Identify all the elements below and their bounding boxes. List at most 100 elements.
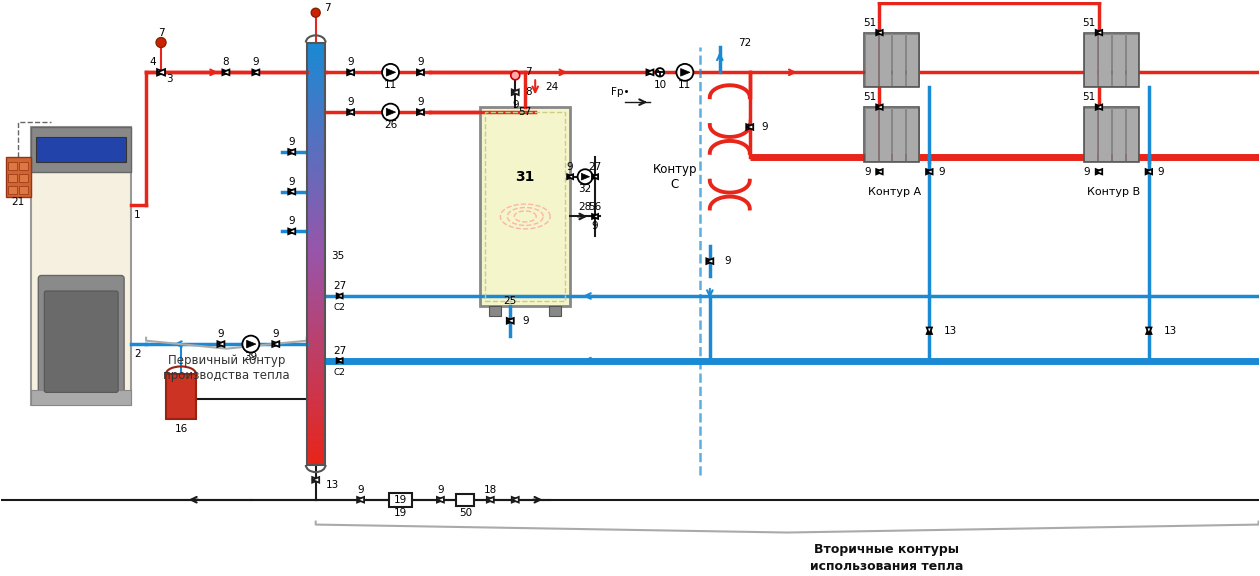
Text: 3: 3 [166, 74, 173, 84]
Polygon shape [346, 109, 354, 115]
Polygon shape [346, 70, 354, 75]
Polygon shape [289, 229, 295, 234]
Text: 8: 8 [223, 58, 229, 67]
Bar [9, 162, 18, 170]
Bar [388, 493, 412, 507]
Polygon shape [876, 30, 883, 35]
Text: 27: 27 [588, 162, 602, 172]
Text: 27: 27 [333, 346, 347, 355]
Polygon shape [507, 318, 514, 324]
FancyBboxPatch shape [44, 291, 118, 392]
Polygon shape [1147, 328, 1152, 334]
Polygon shape [346, 70, 354, 75]
Text: 19: 19 [394, 507, 407, 518]
Polygon shape [486, 497, 494, 502]
Circle shape [311, 8, 320, 17]
Text: 9: 9 [218, 329, 224, 339]
Bar [1111, 33, 1125, 86]
Polygon shape [252, 70, 260, 75]
Polygon shape [512, 89, 519, 95]
Text: 9: 9 [358, 485, 364, 495]
Polygon shape [289, 189, 295, 194]
Text: 13: 13 [944, 326, 958, 336]
Bar [864, 33, 920, 87]
Polygon shape [746, 124, 753, 130]
Text: C2: C2 [334, 304, 345, 312]
Text: 9: 9 [592, 221, 598, 232]
Polygon shape [247, 340, 256, 348]
Text: C2: C2 [334, 368, 345, 377]
Polygon shape [158, 69, 165, 75]
Polygon shape [417, 70, 423, 75]
Bar [6, 157, 32, 196]
Polygon shape [876, 169, 883, 175]
Polygon shape [707, 259, 713, 264]
Text: 72: 72 [738, 37, 751, 47]
Polygon shape [507, 318, 514, 324]
Polygon shape [1096, 169, 1102, 175]
Bar [306, 43, 325, 465]
Polygon shape [437, 497, 444, 502]
Text: 13: 13 [325, 480, 339, 490]
Bar [9, 185, 18, 194]
Bar [19, 185, 28, 194]
Polygon shape [512, 497, 519, 502]
Polygon shape [357, 497, 364, 502]
Polygon shape [926, 169, 932, 175]
Bar [892, 33, 905, 86]
Text: 57: 57 [519, 107, 532, 117]
Bar [906, 108, 919, 161]
Text: 16: 16 [174, 423, 188, 434]
Polygon shape [223, 70, 229, 75]
Polygon shape [417, 109, 423, 115]
Bar [1084, 107, 1139, 162]
Bar [9, 174, 18, 181]
Text: Контур A: Контур A [868, 187, 921, 196]
Text: 19: 19 [394, 495, 407, 505]
Polygon shape [592, 175, 598, 179]
Text: 39: 39 [244, 352, 257, 362]
Text: 9: 9 [1158, 166, 1164, 177]
Text: 2: 2 [134, 349, 141, 359]
Text: 9: 9 [289, 177, 295, 187]
Polygon shape [289, 189, 295, 194]
Bar [19, 174, 28, 181]
Bar [864, 108, 878, 161]
Polygon shape [512, 497, 519, 502]
Polygon shape [592, 214, 598, 219]
Polygon shape [746, 124, 753, 130]
Polygon shape [876, 104, 883, 109]
Polygon shape [1145, 169, 1152, 175]
Polygon shape [336, 358, 343, 363]
Bar [166, 374, 197, 419]
Polygon shape [646, 70, 654, 75]
Text: 13: 13 [1164, 326, 1177, 336]
Text: 9: 9 [348, 58, 354, 67]
Polygon shape [158, 69, 165, 75]
Polygon shape [336, 294, 343, 298]
Text: Контур
C: Контур C [653, 162, 697, 191]
Text: 1: 1 [134, 210, 141, 220]
Polygon shape [876, 169, 883, 175]
Text: 56: 56 [588, 202, 602, 211]
Polygon shape [592, 214, 598, 219]
Bar [1084, 33, 1139, 87]
Polygon shape [336, 358, 343, 363]
Text: 9: 9 [864, 166, 871, 177]
Text: 4: 4 [150, 58, 156, 67]
Circle shape [677, 64, 693, 81]
Text: 11: 11 [678, 80, 692, 90]
FancyBboxPatch shape [32, 127, 131, 406]
Bar [1099, 108, 1111, 161]
Text: 9: 9 [289, 217, 295, 226]
Bar [1099, 33, 1111, 86]
Bar [485, 112, 566, 301]
Text: Первичный контур: Первичный контур [168, 354, 285, 367]
Bar [1085, 33, 1097, 86]
Polygon shape [417, 109, 423, 115]
Text: 9: 9 [724, 256, 731, 266]
Polygon shape [346, 109, 354, 115]
Circle shape [382, 64, 399, 81]
Polygon shape [1096, 169, 1102, 175]
Bar [1111, 108, 1125, 161]
